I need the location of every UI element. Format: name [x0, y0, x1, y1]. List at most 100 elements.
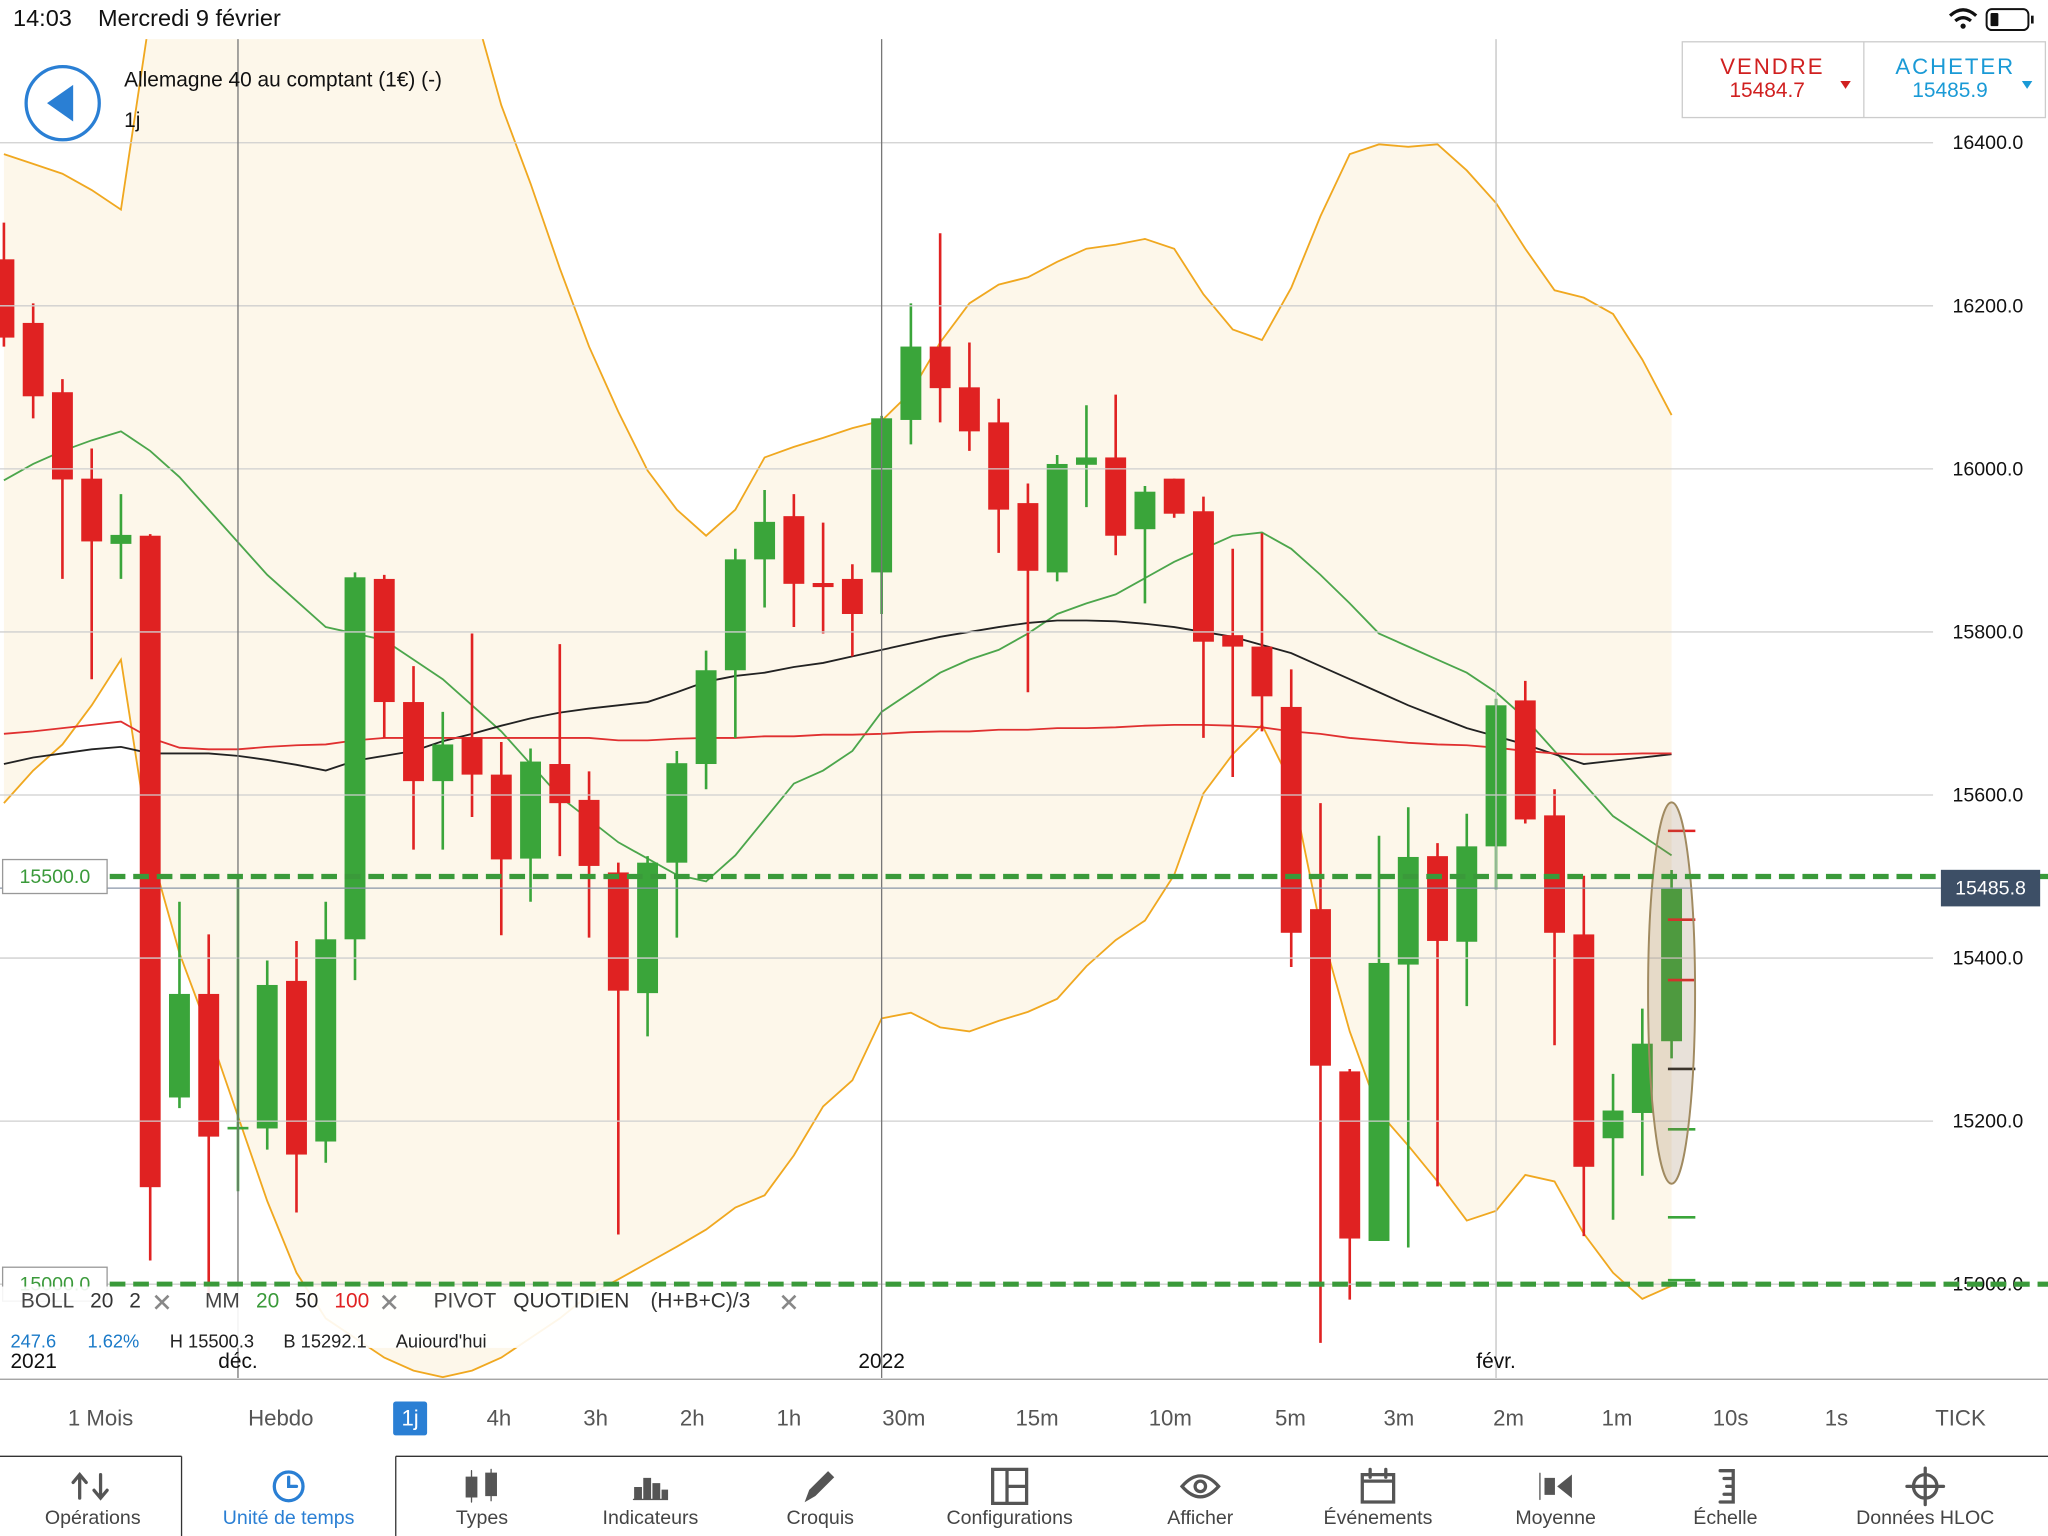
timeframe-option[interactable]: 2h	[680, 1406, 705, 1431]
timeframe-option[interactable]: 2m	[1493, 1406, 1524, 1431]
timeframe-option[interactable]: 10s	[1713, 1406, 1749, 1431]
status-time: 14:03	[13, 5, 72, 31]
timeframe-label: 1j	[124, 109, 140, 132]
stat: H 15500.3	[170, 1331, 254, 1352]
candle-body	[1222, 635, 1244, 647]
timeframe-option[interactable]: 30m	[882, 1406, 925, 1431]
indicator-param: (H+B+C)/3	[650, 1290, 750, 1313]
candle-body	[520, 761, 541, 859]
candle-body	[256, 984, 278, 1129]
timeframe-bar: 1 Mois Hebdo 1j 4h 3h 2h 1h 30m 15m 10m 5m 3m 2m 1m 10…	[68, 1401, 1986, 1436]
candle-body	[988, 422, 1010, 510]
y-tick-label: 15800.0	[1953, 621, 2024, 643]
icon-part	[991, 1467, 1029, 1505]
candle-body	[754, 521, 776, 560]
timeframe-option[interactable]: 1 Mois	[68, 1406, 133, 1431]
quote-box: VENDRE 15484.7 ACHETER 15485.9	[1681, 41, 2047, 119]
candle-body	[929, 346, 951, 389]
level-label: 15500.0	[19, 866, 90, 888]
buy-price: 15485.9	[1912, 79, 1987, 102]
timeframe-option[interactable]: 4h	[487, 1406, 512, 1431]
icon-part	[71, 1472, 109, 1501]
current-price-label: 15485.8	[1955, 878, 2026, 900]
toolbar-label: Moyenne	[1515, 1507, 1596, 1529]
stat: 247.6	[10, 1331, 56, 1352]
timeframe-option[interactable]: 1s	[1825, 1406, 1848, 1431]
band-fill	[3, 39, 1672, 1378]
indicator-line	[3, 619, 1672, 772]
toolbar-item[interactable]: Opérations	[45, 1472, 141, 1530]
toolbar-label: Opérations	[45, 1507, 141, 1529]
icon-part	[465, 1468, 497, 1503]
buy-button[interactable]: ACHETER 15485.9	[1895, 54, 2033, 102]
candle-body	[1573, 934, 1595, 1167]
candle-body	[1661, 888, 1683, 1042]
x-tick-label: 2021	[10, 1350, 56, 1373]
candle-body	[1163, 478, 1185, 514]
candle-body	[900, 346, 922, 420]
candle-body	[841, 578, 863, 614]
toolbar-icon	[804, 1471, 835, 1503]
remove-indicator[interactable]	[154, 1294, 170, 1310]
sell-button[interactable]: VENDRE 15484.7	[1720, 54, 1851, 102]
candle-body	[958, 387, 980, 432]
stat: B 15292.1	[283, 1331, 366, 1352]
toolbar-item[interactable]: Afficher	[1167, 1474, 1234, 1529]
candle-body	[1017, 503, 1039, 571]
indicator-param: 50	[295, 1290, 318, 1313]
remove-indicator[interactable]	[381, 1294, 397, 1310]
toolbar-item[interactable]: Moyenne	[1515, 1472, 1596, 1529]
timeframe-option[interactable]: 1h	[777, 1406, 802, 1431]
legend-background	[0, 1286, 817, 1348]
icon-part	[1539, 1472, 1572, 1501]
candle-body	[373, 578, 395, 703]
candle-body	[1602, 1110, 1624, 1139]
toolbar-item[interactable]: Types	[456, 1468, 508, 1529]
timeframe-option[interactable]: Hebdo	[248, 1406, 313, 1431]
candle-body	[1134, 491, 1156, 530]
timeframe-option[interactable]: 1j	[401, 1406, 418, 1431]
toolbar-item[interactable]: Événements	[1324, 1467, 1433, 1529]
timeframe-option[interactable]: 3h	[583, 1406, 608, 1431]
timeframe-option[interactable]: 3m	[1383, 1406, 1414, 1431]
indicator-line	[3, 39, 1673, 537]
x-tick-label: 2022	[858, 1350, 904, 1373]
current-price-box	[1940, 869, 2041, 907]
candle-body	[1251, 646, 1273, 697]
indicator-param: 100	[334, 1290, 369, 1313]
candle-body	[1339, 1071, 1361, 1239]
toolbar: Opérations Unité de temps Types Indicateurs…	[0, 1455, 2048, 1536]
timeframe-option[interactable]: 5m	[1275, 1406, 1306, 1431]
toolbar-item[interactable]: Croquis	[787, 1471, 855, 1529]
toolbar-item[interactable]: Configurations	[947, 1467, 1073, 1529]
timeframe-option[interactable]: 10m	[1149, 1406, 1192, 1431]
stat: 1.62%	[88, 1331, 140, 1352]
candle-body	[1456, 846, 1478, 942]
instrument-title: Allemagne 40 au comptant (1€) (-)	[124, 68, 442, 91]
toolbar-icon	[632, 1477, 669, 1501]
toolbar-item[interactable]: Échelle	[1693, 1469, 1758, 1529]
candle-body	[1631, 1043, 1653, 1113]
toolbar-item[interactable]: Données HLOC	[1856, 1466, 1994, 1529]
toolbar-icon	[1905, 1466, 1946, 1507]
timeframe-option[interactable]: 1m	[1602, 1406, 1633, 1431]
toolbar-item[interactable]: Indicateurs	[603, 1477, 699, 1530]
toolbar-item[interactable]: Unité de temps	[223, 1470, 355, 1529]
remove-indicator[interactable]	[781, 1294, 797, 1310]
candle-body	[637, 862, 659, 994]
y-tick-label: 15600.0	[1953, 784, 2024, 806]
candle-body	[724, 559, 746, 671]
toolbar-label: Unité de temps	[223, 1507, 355, 1529]
y-tick-label: 16000.0	[1953, 458, 2024, 480]
back-button[interactable]	[24, 64, 101, 142]
candle-body	[695, 670, 717, 765]
x-tick-label: déc.	[218, 1350, 257, 1373]
status-icons	[1948, 8, 2034, 32]
timeframe-option[interactable]: 15m	[1015, 1406, 1058, 1431]
timeframe-option[interactable]: TICK	[1935, 1406, 1986, 1431]
candle-body	[1397, 856, 1419, 965]
candle-body	[22, 322, 44, 397]
candle-body	[169, 993, 190, 1098]
level-label-box	[1, 858, 108, 895]
